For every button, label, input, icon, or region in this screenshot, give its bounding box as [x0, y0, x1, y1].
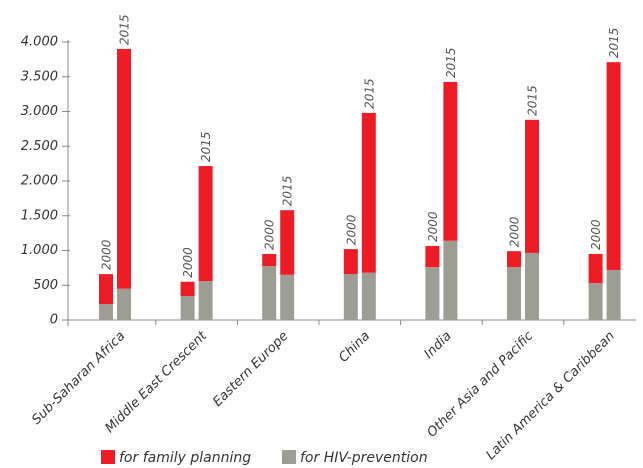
x-tick-label: India — [422, 329, 455, 362]
bar-segment — [425, 267, 440, 320]
bar-segment — [443, 81, 458, 241]
bar-segment — [507, 267, 521, 320]
bar-segment — [588, 253, 603, 284]
y-tick-label: 3.500 — [21, 69, 58, 84]
bar-segment — [99, 304, 113, 320]
year-label: 2015 — [362, 78, 376, 109]
bar-segment — [361, 112, 376, 273]
bar-segment — [198, 166, 213, 282]
bar-segment — [343, 249, 358, 275]
bar-segment — [280, 210, 295, 275]
bar-segment — [425, 245, 440, 268]
legend-swatch — [282, 450, 296, 464]
bar-segment — [117, 288, 131, 320]
year-label: 2015 — [118, 14, 132, 45]
bar-segment — [606, 62, 621, 270]
x-tick-label: Latin America & Caribbean — [484, 329, 618, 463]
bar-segment — [525, 252, 539, 320]
bar-segment — [588, 283, 603, 320]
bar-segment — [507, 251, 521, 268]
year-label: 2015 — [199, 132, 213, 163]
year-label: 2000 — [589, 219, 603, 250]
bar-segment — [99, 274, 113, 305]
bar-segment — [180, 281, 195, 297]
bar-segment — [361, 272, 376, 320]
year-label: 2015 — [444, 47, 458, 78]
bar-segment — [262, 266, 277, 320]
y-tick-label: 0 — [50, 313, 58, 328]
y-tick-label: 2.500 — [21, 139, 58, 154]
bar-segment — [262, 253, 277, 267]
bar-segment — [606, 269, 621, 320]
y-tick-label: 4.000 — [21, 35, 58, 50]
y-tick-label: 500 — [33, 278, 58, 293]
year-label: 2015 — [526, 85, 540, 116]
year-label: 2000 — [344, 214, 358, 245]
x-tick-label: Sub-Saharan Africa — [29, 329, 128, 428]
x-tick-label: China — [336, 329, 373, 366]
bar-segment — [443, 240, 458, 320]
year-label: 2000 — [181, 247, 195, 278]
bar-segment — [343, 274, 358, 320]
bar-segment — [525, 119, 539, 253]
legend-swatch — [101, 450, 115, 464]
bar-segment — [117, 48, 131, 289]
bar-segment — [180, 296, 195, 320]
legend-label: for family planning — [119, 450, 251, 466]
year-label: 2000 — [100, 239, 114, 270]
year-label: 2015 — [607, 28, 621, 59]
bar-segment — [198, 281, 213, 320]
y-tick-label: 3.000 — [21, 104, 58, 119]
bar-segment — [280, 274, 295, 320]
legend-label: for HIV-prevention — [300, 450, 428, 466]
y-tick-label: 1.500 — [21, 208, 58, 223]
x-tick-label: Eastern Europe — [210, 329, 291, 410]
year-label: 2000 — [426, 211, 440, 242]
year-label: 2000 — [508, 216, 522, 247]
year-label: 2015 — [281, 176, 295, 207]
year-label: 2000 — [263, 219, 277, 250]
y-tick-label: 2.000 — [21, 174, 58, 189]
y-tick-label: 1.000 — [21, 243, 58, 258]
